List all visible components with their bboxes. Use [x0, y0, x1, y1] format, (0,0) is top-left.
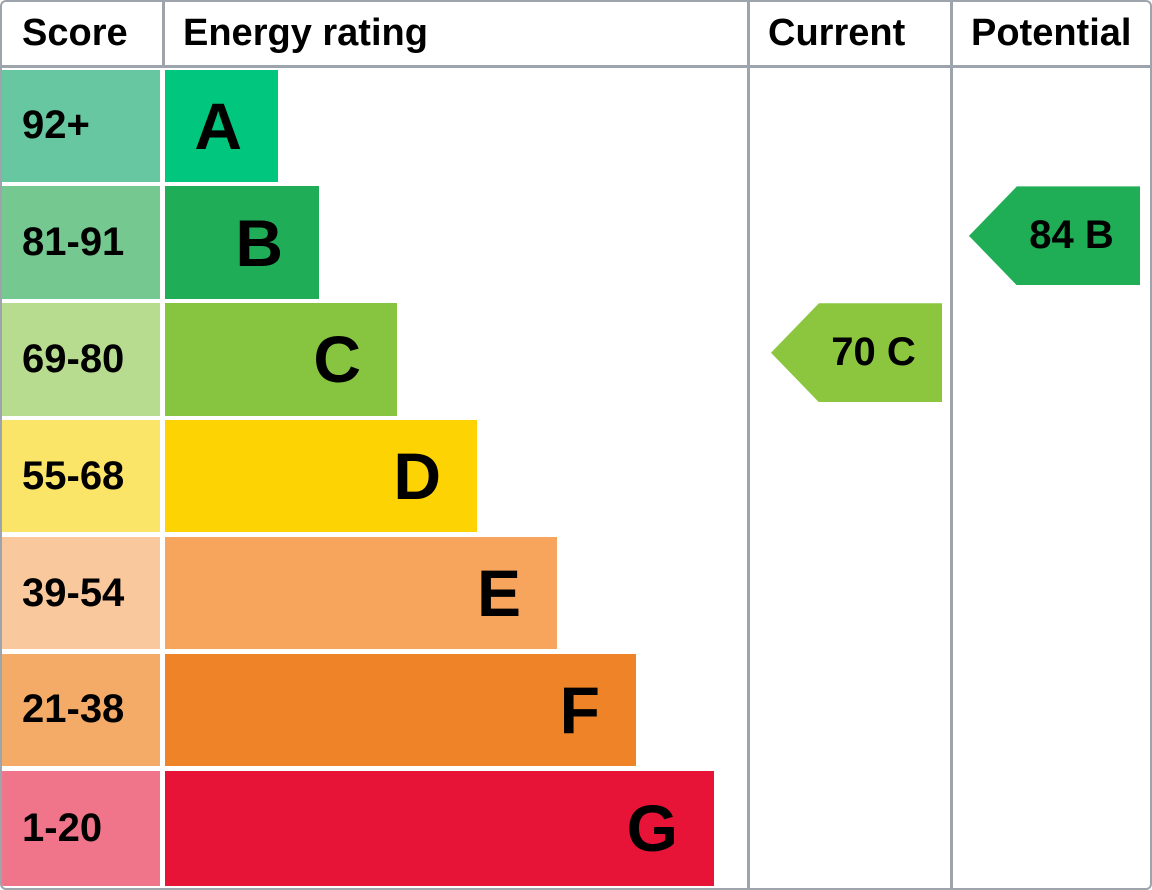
potential-rating-label: 84 B	[1029, 213, 1114, 258]
band-row-f: 21-38 F	[2, 652, 1150, 769]
band-row-g: 1-20 G	[2, 769, 1150, 886]
current-column-header: Current	[768, 12, 906, 54]
score-cell: 1-20	[2, 770, 160, 886]
score-range-label: 81-91	[22, 220, 125, 265]
band-letter: C	[313, 322, 361, 397]
divider-current-potential	[950, 2, 953, 888]
score-range-label: 39-54	[22, 570, 125, 615]
band-row-c: 69-80 C	[2, 302, 1150, 419]
band-letter: A	[194, 88, 242, 163]
score-cell: 69-80	[2, 303, 160, 416]
band-row-e: 39-54 E	[2, 535, 1150, 652]
header-divider	[2, 65, 1150, 68]
rating-bar: E	[165, 536, 557, 650]
score-range-label: 1-20	[22, 805, 103, 850]
band-letter: B	[235, 205, 283, 280]
band-letter: G	[626, 791, 678, 866]
score-range-label: 55-68	[22, 453, 125, 498]
score-cell: 55-68	[2, 420, 160, 533]
score-cell: 21-38	[2, 653, 160, 767]
score-range-label: 69-80	[22, 336, 125, 381]
score-range-label: 21-38	[22, 687, 125, 732]
current-rating-label: 70 C	[831, 330, 916, 375]
score-column-header: Score	[22, 12, 128, 54]
band-letter: D	[393, 439, 441, 514]
rating-bar: A	[165, 69, 278, 182]
band-row-a: 92+ A	[2, 68, 1150, 185]
rating-bar: C	[165, 303, 397, 416]
score-cell: 81-91	[2, 186, 160, 299]
rating-bar: B	[165, 186, 319, 299]
band-letter: F	[559, 672, 600, 747]
rating-bar: G	[165, 770, 714, 886]
potential-column-header: Potential	[971, 12, 1132, 54]
score-cell: 92+	[2, 69, 160, 182]
score-range-label: 92+	[22, 103, 90, 148]
band-row-d: 55-68 D	[2, 419, 1150, 536]
potential-arrow: 84 B	[969, 186, 1140, 286]
divider-rating-current	[747, 2, 750, 888]
score-cell: 39-54	[2, 536, 160, 650]
band-letter: E	[476, 556, 521, 631]
rating-bar: D	[165, 420, 477, 533]
rating-bar: F	[165, 653, 636, 767]
energy-rating-column-header: Energy rating	[183, 12, 428, 54]
band-row-b: 81-91 B	[2, 185, 1150, 302]
divider-score-rating	[162, 2, 165, 65]
